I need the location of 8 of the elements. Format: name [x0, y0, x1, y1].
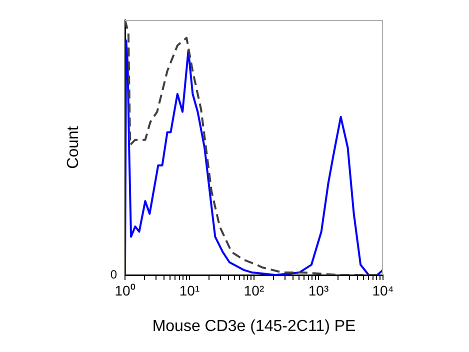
- x-tick-label: 10¹: [179, 282, 200, 298]
- text: 0: [110, 267, 118, 282]
- x-axis-title: Mouse CD3e (145-2C11) PE: [152, 318, 356, 335]
- y-axis-title: Count: [65, 126, 82, 169]
- x-tick-label: 10²: [244, 282, 264, 298]
- x-tick-label: 10⁰: [114, 282, 136, 298]
- x-tick-label: 10³: [308, 282, 329, 298]
- x-tick-label: 10⁴: [372, 282, 394, 298]
